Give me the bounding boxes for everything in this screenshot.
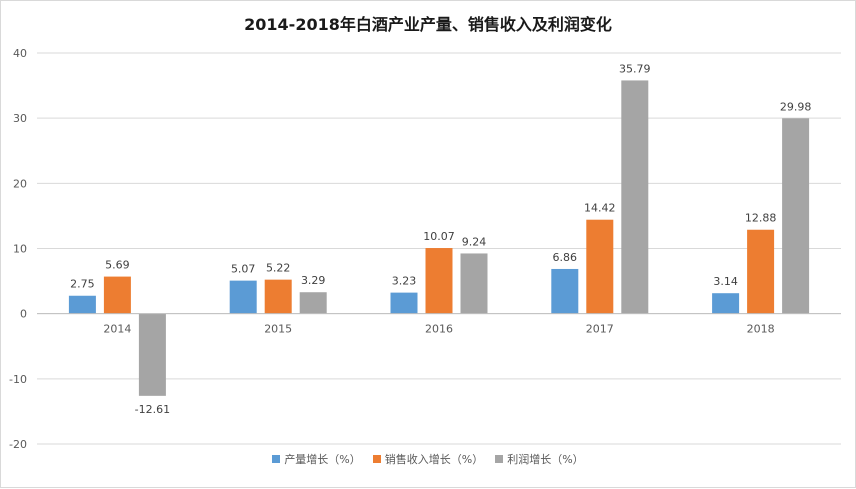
bar [712,293,740,314]
legend-label: 销售收入增长（%） [384,453,484,466]
data-label: 5.69 [105,259,130,272]
bar [264,279,292,314]
data-label: 5.07 [231,263,256,276]
data-label: 10.07 [423,230,455,243]
bar [68,295,96,314]
x-tick-label: 2015 [264,323,292,336]
bar [299,292,327,314]
data-label: 14.42 [584,202,616,215]
legend-swatch [372,455,381,463]
y-tick-label: 40 [13,47,27,60]
data-label: 3.14 [713,275,738,288]
bar [747,229,775,314]
bar [782,118,810,314]
bar [138,313,166,396]
chart-title: 2014-2018年白酒产业产量、销售收入及利润变化 [244,15,612,34]
data-label: 9.24 [462,235,487,248]
y-tick-label: -20 [9,438,27,451]
legend-label: 产量增长（%） [284,453,361,466]
bar [229,280,257,314]
data-label: 3.23 [392,275,417,288]
data-label: 12.88 [745,212,777,225]
y-tick-label: 20 [13,177,27,190]
data-label: -12.61 [135,403,170,416]
data-label: 35.79 [619,62,651,75]
y-tick-label: 30 [13,112,27,125]
bar [621,80,649,314]
x-tick-label: 2014 [103,323,131,336]
data-label: 29.98 [780,100,812,113]
data-label: 5.22 [266,262,291,275]
bar [390,292,418,314]
x-tick-label: 2016 [425,323,453,336]
y-tick-label: 0 [20,308,27,321]
bar [103,276,131,314]
data-label: 6.86 [553,251,578,264]
data-label: 3.29 [301,274,326,287]
y-tick-label: -10 [9,373,27,386]
y-tick-label: 10 [13,243,27,256]
legend-item: 产量增长（%） [272,451,361,467]
bar [551,268,579,314]
x-tick-label: 2018 [747,323,775,336]
x-tick-label: 2017 [586,323,614,336]
legend-item: 销售收入增长（%） [372,451,484,467]
legend: 产量增长（%） 销售收入增长（%） 利润增长（%） [1,451,855,467]
bar [425,248,453,314]
legend-swatch [495,455,504,463]
bar [586,219,614,314]
bar [460,253,488,314]
legend-item: 利润增长（%） [495,451,584,467]
legend-swatch [272,455,281,463]
data-label: 2.75 [70,278,95,291]
legend-label: 利润增长（%） [507,453,584,466]
